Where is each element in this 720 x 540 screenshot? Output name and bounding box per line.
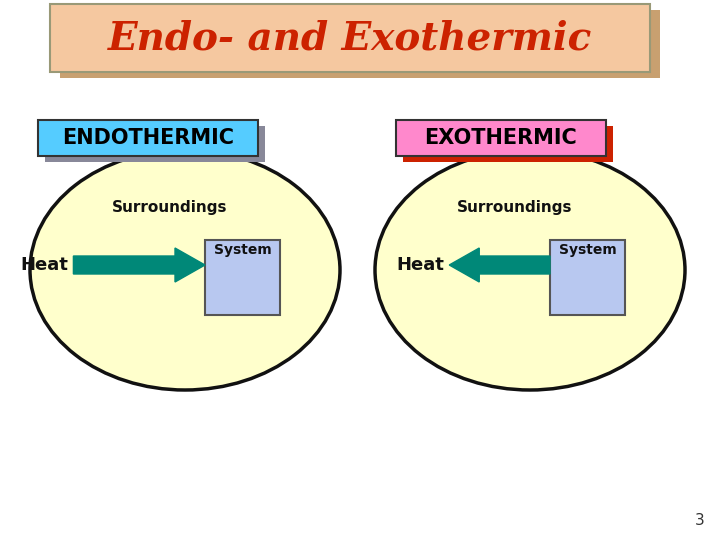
Ellipse shape xyxy=(30,150,340,390)
Ellipse shape xyxy=(375,150,685,390)
FancyArrow shape xyxy=(449,248,550,282)
Bar xyxy=(205,240,280,315)
Text: Surroundings: Surroundings xyxy=(112,200,228,215)
Bar xyxy=(550,240,625,315)
Text: System: System xyxy=(559,243,616,257)
Bar xyxy=(50,4,650,72)
Text: System: System xyxy=(214,243,271,257)
Bar xyxy=(396,120,606,156)
Text: ENDOTHERMIC: ENDOTHERMIC xyxy=(62,128,234,148)
Text: Heat: Heat xyxy=(397,256,444,274)
Bar xyxy=(38,120,258,156)
Bar xyxy=(45,126,265,162)
FancyArrow shape xyxy=(73,248,205,282)
Text: Surroundings: Surroundings xyxy=(457,200,572,215)
Bar xyxy=(60,10,660,78)
Bar xyxy=(403,126,613,162)
Text: Heat: Heat xyxy=(21,256,68,274)
Text: Endo- and Exothermic: Endo- and Exothermic xyxy=(108,19,592,57)
Text: EXOTHERMIC: EXOTHERMIC xyxy=(425,128,577,148)
Text: 3: 3 xyxy=(696,513,705,528)
